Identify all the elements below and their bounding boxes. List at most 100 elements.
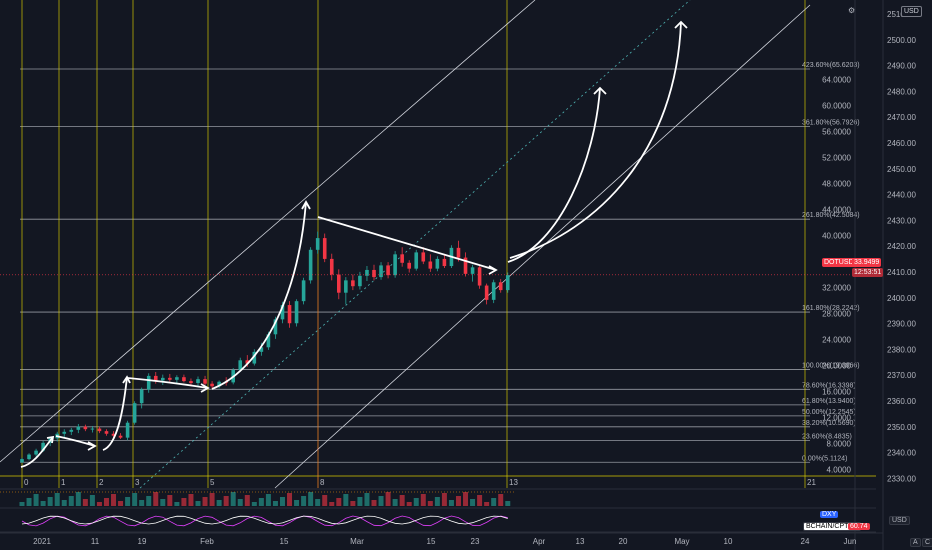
volume-bar	[498, 494, 504, 506]
y-axis-tick-label-secondary: 2370.00	[887, 371, 916, 380]
volume-bar	[26, 498, 32, 506]
volume-bar	[350, 501, 356, 506]
volume-bar	[294, 500, 300, 506]
volume-bar	[40, 501, 46, 506]
volume-bar	[378, 496, 384, 506]
volume-bar	[174, 502, 180, 506]
candle-body	[393, 254, 397, 276]
settings-icon[interactable]: ⚙	[848, 6, 856, 15]
y-axis-tick-label-secondary: 2490.00	[887, 62, 916, 71]
volume-bar	[230, 492, 236, 506]
volume-bar	[364, 493, 370, 506]
y-axis-tick-label: 16.0000	[822, 388, 851, 397]
y-axis-tick-label-secondary: 2410.00	[887, 268, 916, 277]
arrow-head	[301, 200, 311, 210]
symbol-badge: DOTUSD	[822, 258, 856, 267]
x-axis-tick-label: 20	[619, 537, 628, 546]
volume-bar	[118, 501, 124, 506]
candle-body	[245, 360, 250, 364]
channel-lower-line	[274, 4, 811, 489]
time-cycle-label: 0	[24, 478, 29, 487]
drawn-arrow	[317, 216, 497, 271]
log-scale-button[interactable]: C	[922, 538, 932, 547]
x-axis-tick-label: 2021	[33, 537, 51, 546]
candle-body	[153, 375, 158, 381]
currency-toggle[interactable]: USD	[901, 6, 922, 17]
x-axis-tick-label: 15	[427, 537, 436, 546]
x-axis-tick-label: 15	[280, 537, 289, 546]
indicator-line	[21, 515, 508, 527]
volume-bar	[132, 493, 138, 506]
candle-body	[407, 262, 411, 269]
x-axis-tick-label: 11	[91, 537, 100, 546]
y-axis-tick-label: 48.0000	[822, 180, 851, 189]
countdown-badge: 12:53:51	[852, 268, 884, 277]
volume-bar	[329, 502, 335, 506]
drawn-arrow	[55, 435, 96, 447]
candle-body	[344, 280, 348, 293]
volume-bar	[202, 497, 208, 506]
candle-body	[252, 351, 257, 364]
candle-body	[322, 238, 327, 259]
volume-bar	[96, 502, 102, 506]
x-axis-tick-label: Feb	[200, 537, 214, 546]
x-axis-tick-label: 19	[138, 537, 147, 546]
candle-body	[470, 267, 475, 274]
candle-body	[238, 360, 243, 371]
volume-bar	[441, 493, 447, 506]
candle-body	[379, 265, 383, 278]
volume-bar	[153, 492, 159, 506]
fib-level-label: 0.00%(5.1124)	[802, 455, 847, 462]
volume-bar	[322, 495, 328, 506]
y-axis-tick-label-secondary: 2500.00	[887, 36, 916, 45]
x-axis-tick-label: Apr	[533, 537, 546, 546]
time-cycle-label: 3	[135, 478, 140, 487]
x-axis-tick-label: 24	[801, 537, 810, 546]
y-axis-tick-label-secondary: 2330.00	[887, 474, 916, 483]
candle-body	[365, 269, 369, 276]
volume-bar	[61, 500, 67, 506]
auto-scale-button[interactable]: A	[910, 538, 921, 547]
y-axis-tick-label-secondary: 2420.00	[887, 242, 916, 251]
candle-body	[111, 433, 116, 436]
y-axis-tick-label-secondary: 2360.00	[887, 397, 916, 406]
arrow-head	[122, 375, 131, 384]
volume-bar	[455, 496, 461, 506]
fib-level-label: 61.80%(13.9400)	[802, 398, 856, 405]
candle-body	[83, 426, 88, 430]
candle-body	[97, 428, 102, 432]
volume-bar	[181, 498, 187, 506]
y-axis-tick-label: 20.0000	[822, 362, 851, 371]
y-axis-tick-label: 12.0000	[822, 414, 851, 423]
fib-level-label: 78.60%(16.3398)	[802, 382, 856, 389]
y-axis-tick-label: 40.0000	[822, 232, 851, 241]
time-cycle-label: 8	[320, 478, 325, 487]
volume-bar	[146, 496, 152, 506]
y-axis-tick-label-secondary: 2470.00	[887, 113, 916, 122]
y-axis-tick-label: 60.0000	[822, 102, 851, 111]
x-axis-tick-label: May	[674, 537, 689, 546]
candle-body	[34, 450, 38, 455]
usd-button[interactable]: USD	[889, 516, 910, 525]
volume-bar	[111, 494, 117, 506]
volume-bar	[188, 494, 194, 506]
channel-upper-line	[0, 0, 536, 463]
fib-level-label: 361.80%(56.7926)	[802, 119, 860, 126]
fib-level-label: 423.60%(65.6203)	[802, 62, 860, 69]
candle-body	[308, 249, 313, 281]
volume-bar	[216, 500, 222, 506]
candle-body	[400, 254, 404, 263]
volume-bar	[448, 500, 454, 506]
candle-body	[76, 426, 81, 430]
drawn-arrow	[20, 436, 54, 468]
volume-bar	[103, 498, 109, 506]
y-axis-tick-label-secondary: 2400.00	[887, 294, 916, 303]
fib-level-label: 261.80%(42.5084)	[802, 212, 860, 219]
candle-body	[196, 379, 200, 384]
y-axis-tick-label-secondary: 2430.00	[887, 216, 916, 225]
x-axis-tick-label: 13	[576, 537, 585, 546]
indicator-line	[21, 515, 508, 525]
candle-body	[182, 377, 186, 382]
volume-bar	[484, 502, 490, 506]
